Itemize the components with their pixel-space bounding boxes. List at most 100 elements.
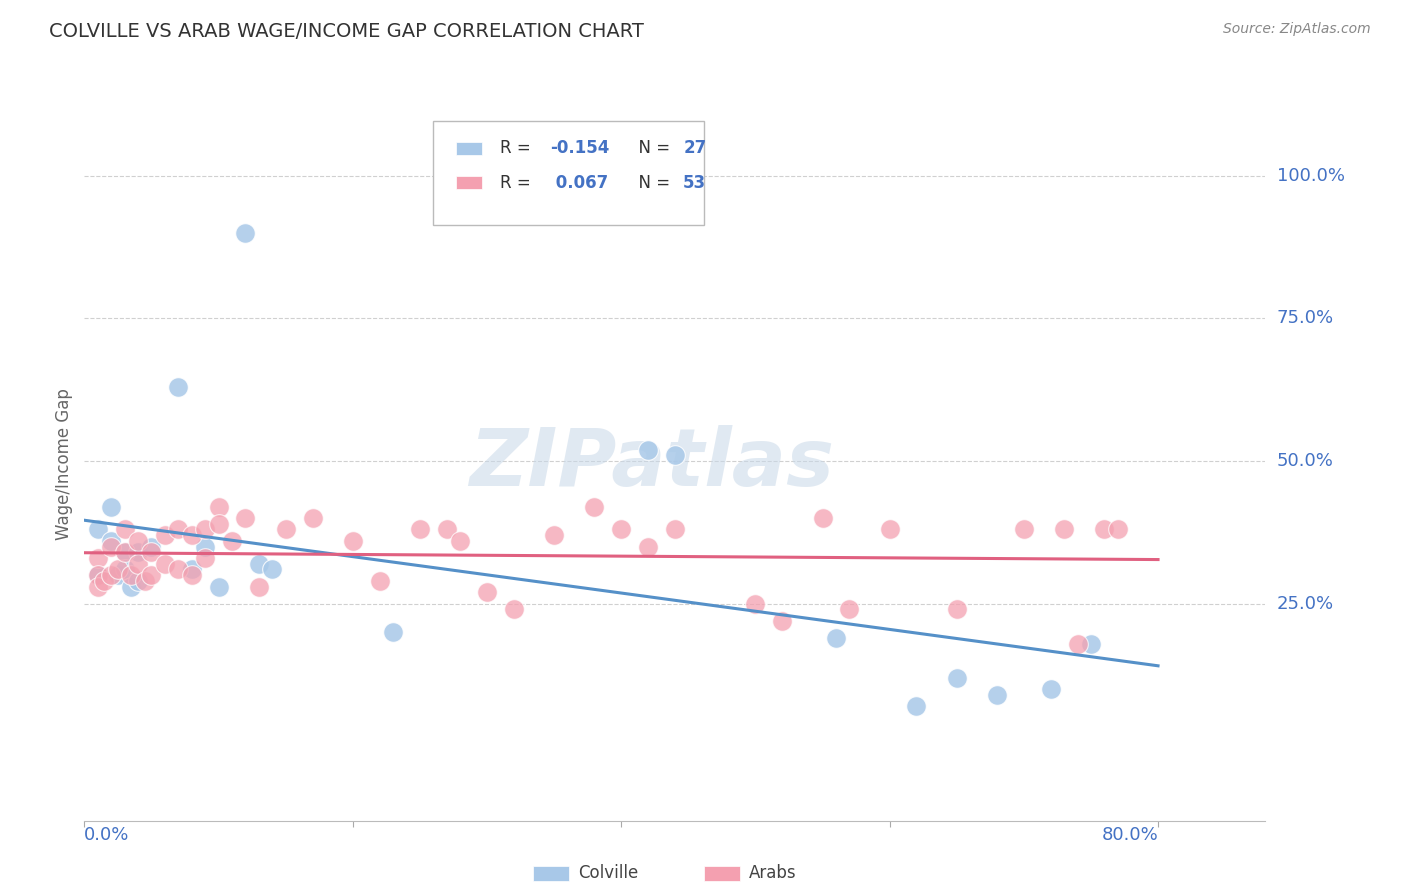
Point [235, 226, 257, 240]
FancyBboxPatch shape [433, 121, 704, 225]
Point [262, 562, 284, 576]
Point [409, 523, 432, 537]
Point [382, 625, 405, 640]
Text: ZIPatlas: ZIPatlas [468, 425, 834, 503]
Point [153, 528, 176, 542]
Point [945, 602, 967, 616]
Point [207, 500, 229, 514]
Point [194, 551, 217, 566]
Point [127, 545, 149, 559]
Text: COLVILLE VS ARAB WAGE/INCOME GAP CORRELATION CHART: COLVILLE VS ARAB WAGE/INCOME GAP CORRELA… [49, 22, 644, 41]
Point [167, 380, 190, 394]
Point [167, 523, 190, 537]
Text: N =: N = [627, 174, 675, 192]
Point [744, 597, 766, 611]
Point [127, 557, 149, 571]
Point [1053, 523, 1076, 537]
Point [610, 523, 633, 537]
Point [274, 523, 297, 537]
Point [180, 568, 202, 582]
Point [100, 500, 122, 514]
Point [127, 574, 149, 588]
Point [1107, 523, 1129, 537]
Text: 27: 27 [683, 139, 706, 157]
Point [141, 540, 163, 554]
Point [180, 562, 202, 576]
Point [1080, 637, 1102, 651]
Point [247, 580, 270, 594]
Point [114, 523, 136, 537]
Point [207, 580, 229, 594]
Point [167, 562, 190, 576]
Point [107, 568, 129, 582]
Text: 25.0%: 25.0% [1277, 595, 1334, 613]
Point [986, 688, 1008, 702]
Text: Source: ZipAtlas.com: Source: ZipAtlas.com [1223, 22, 1371, 37]
Point [543, 528, 565, 542]
Point [93, 574, 115, 588]
Point [120, 568, 142, 582]
Text: -0.154: -0.154 [550, 139, 609, 157]
Point [664, 448, 686, 462]
Text: 50.0%: 50.0% [1277, 452, 1333, 470]
Text: 100.0%: 100.0% [1277, 167, 1344, 185]
Point [100, 540, 122, 554]
Point [221, 533, 243, 548]
Point [207, 516, 229, 531]
Text: 53: 53 [683, 174, 706, 192]
Point [664, 523, 686, 537]
Point [637, 442, 659, 457]
Point [247, 557, 270, 571]
Point [87, 568, 110, 582]
Point [368, 574, 391, 588]
FancyBboxPatch shape [457, 177, 482, 189]
Point [194, 540, 217, 554]
Point [811, 511, 834, 525]
Point [838, 602, 860, 616]
Point [127, 533, 149, 548]
Text: Arabs: Arabs [749, 864, 797, 882]
Point [194, 523, 217, 537]
Text: 0.067: 0.067 [550, 174, 607, 192]
Text: Colville: Colville [578, 864, 638, 882]
Point [879, 523, 901, 537]
Point [120, 580, 142, 594]
Text: R =: R = [501, 139, 536, 157]
Text: R =: R = [501, 174, 536, 192]
Point [114, 562, 136, 576]
Text: 80.0%: 80.0% [1101, 826, 1159, 845]
Point [235, 511, 257, 525]
Point [449, 533, 471, 548]
Point [436, 523, 458, 537]
Point [107, 562, 129, 576]
Point [905, 699, 928, 714]
Y-axis label: Wage/Income Gap: Wage/Income Gap [55, 388, 73, 540]
Point [134, 574, 156, 588]
Point [100, 568, 122, 582]
Point [583, 500, 606, 514]
Text: N =: N = [627, 139, 675, 157]
Text: 75.0%: 75.0% [1277, 310, 1334, 327]
Point [141, 545, 163, 559]
Point [87, 580, 110, 594]
Point [141, 568, 163, 582]
Point [1012, 523, 1035, 537]
Point [825, 631, 848, 645]
Point [1039, 682, 1062, 697]
Point [637, 540, 659, 554]
Point [153, 557, 176, 571]
Point [1092, 523, 1115, 537]
FancyBboxPatch shape [533, 865, 568, 881]
Point [114, 545, 136, 559]
Point [475, 585, 498, 599]
Point [342, 533, 364, 548]
Point [301, 511, 323, 525]
Point [87, 568, 110, 582]
Point [1066, 637, 1088, 651]
Point [87, 523, 110, 537]
FancyBboxPatch shape [457, 142, 482, 155]
Text: 0.0%: 0.0% [84, 826, 129, 845]
FancyBboxPatch shape [704, 865, 740, 881]
Point [87, 551, 110, 566]
Point [100, 533, 122, 548]
